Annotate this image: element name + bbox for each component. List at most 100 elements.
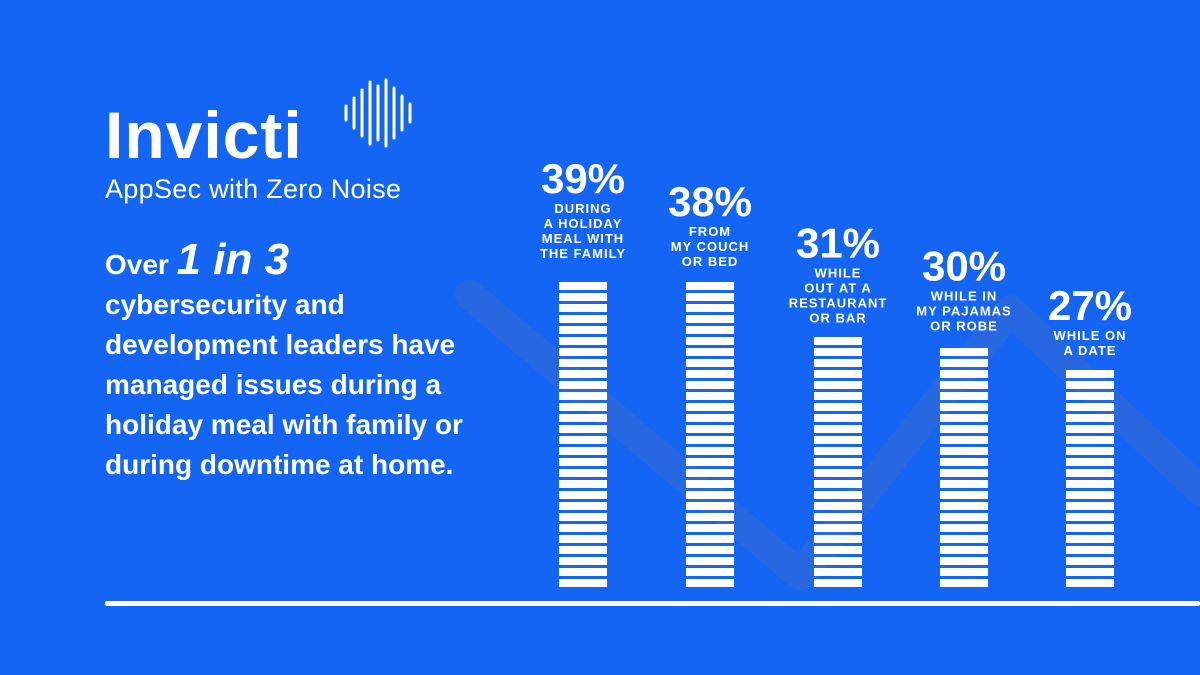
bar-segment (1066, 579, 1114, 587)
bar-segment (940, 546, 988, 554)
bar-segment (686, 381, 734, 389)
bar-segment (686, 447, 734, 455)
category-label: DURING (554, 201, 611, 216)
bar-segment (686, 568, 734, 576)
bar-segment (686, 359, 734, 367)
bar-segment (814, 414, 862, 422)
bar-segment (686, 535, 734, 543)
bar-segment (686, 557, 734, 565)
bar-2 (686, 282, 734, 587)
bar-segment (559, 579, 607, 587)
bar-segment (940, 458, 988, 466)
value-label: 31% (796, 220, 880, 267)
bar-segment (814, 348, 862, 356)
bar-segment (814, 403, 862, 411)
bar-segment (686, 469, 734, 477)
bar-segment (814, 447, 862, 455)
bar-segment (1066, 557, 1114, 565)
bar-segment (814, 579, 862, 587)
bar-segment (1066, 436, 1114, 444)
bar-segment (1066, 546, 1114, 554)
bar-segment (940, 425, 988, 433)
bar-segment (686, 370, 734, 378)
bar-segment (686, 414, 734, 422)
chart-baseline (105, 601, 1200, 606)
bar-segment (814, 436, 862, 444)
bar-segment (559, 480, 607, 488)
bar-segment (686, 326, 734, 334)
bar-segment (1066, 513, 1114, 521)
bar-segment (559, 282, 607, 290)
bar-segment (686, 436, 734, 444)
bar-segment (559, 535, 607, 543)
headline-text: Over 1 in 3 cybersecurity and developmen… (105, 238, 465, 485)
bar-segment (686, 425, 734, 433)
category-label: WHILE (815, 266, 862, 281)
bar-segment (686, 502, 734, 510)
bar-segment (814, 469, 862, 477)
bar-segment (686, 480, 734, 488)
bar-3 (814, 337, 862, 587)
category-label: MY PAJAMAS (916, 304, 1011, 319)
bar-segment (686, 546, 734, 554)
bar-segment (686, 304, 734, 312)
headline-highlight: 1 in 3 (176, 235, 290, 284)
bar-segment (1066, 370, 1114, 378)
bar-segment (814, 546, 862, 554)
bar-segment (559, 414, 607, 422)
category-label: MY COUCH (671, 239, 750, 254)
bar-segment (1066, 491, 1114, 499)
category-label: MEAL WITH (542, 231, 624, 246)
bar-segment (940, 579, 988, 587)
bar-segment (940, 370, 988, 378)
bar-segment (559, 403, 607, 411)
bar-segment (686, 458, 734, 466)
bar-segment (686, 282, 734, 290)
value-label: 30% (922, 243, 1006, 290)
category-label: A DATE (1064, 343, 1117, 358)
bar-segment (559, 469, 607, 477)
brand-name: Invicti (105, 98, 303, 172)
bar-segment (940, 392, 988, 400)
bar-segment (940, 403, 988, 411)
bar-segment (559, 348, 607, 356)
bar-segment (940, 480, 988, 488)
bar-segment (940, 557, 988, 565)
brand-logo: Invicti AppSec with Zero Noise (105, 78, 435, 208)
bar-segment (1066, 502, 1114, 510)
bar-segment (1066, 480, 1114, 488)
headline-body: cybersecurity and development leaders ha… (105, 289, 463, 480)
category-label: OR BED (682, 254, 739, 269)
bar-segment (559, 337, 607, 345)
bar-segment (559, 359, 607, 367)
category-label: WHILE ON (1054, 328, 1127, 343)
bar-segment (814, 381, 862, 389)
bar-segment (559, 425, 607, 433)
bar-segment (814, 524, 862, 532)
bar-segment (814, 491, 862, 499)
bar-segment (814, 568, 862, 576)
bar-segment (559, 304, 607, 312)
bar-segment (686, 513, 734, 521)
bar-segment (940, 502, 988, 510)
bar-segment (814, 480, 862, 488)
bar-segment (940, 513, 988, 521)
category-label: WHILE IN (931, 289, 998, 304)
category-label: OR ROBE (930, 319, 998, 334)
bar-segment (814, 337, 862, 345)
category-label: OUT AT A (804, 281, 871, 296)
bar-segment (686, 491, 734, 499)
bar-segment (940, 381, 988, 389)
bar-segment (940, 524, 988, 532)
category-label: FROM (689, 224, 731, 239)
bar-segment (1066, 568, 1114, 576)
category-label: RESTAURANT (789, 296, 888, 311)
bar-segment (686, 348, 734, 356)
bar-segment (814, 370, 862, 378)
bar-segment (559, 502, 607, 510)
value-label: 27% (1048, 282, 1132, 329)
bar-segment (940, 359, 988, 367)
bar-segment (559, 293, 607, 301)
bar-segment (940, 414, 988, 422)
